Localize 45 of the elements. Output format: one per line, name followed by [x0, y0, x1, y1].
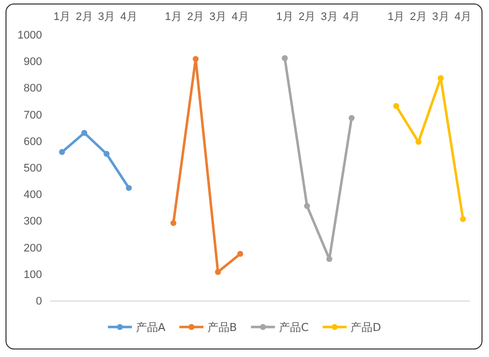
point — [59, 149, 65, 156]
point — [170, 220, 176, 226]
point — [126, 184, 132, 191]
x-tick-label: 1月 — [53, 11, 71, 23]
y-tick-label: 1000 — [18, 30, 42, 42]
point — [104, 150, 110, 157]
legend-label: 产品A — [136, 321, 166, 334]
x-tick-label: 4月 — [232, 11, 249, 23]
y-tick-label: 100 — [24, 268, 42, 281]
point — [282, 55, 288, 62]
x-tick-label: 4月 — [454, 11, 472, 23]
y-tick-label: 500 — [24, 162, 42, 175]
y-tick-label: 800 — [24, 82, 42, 95]
x-tick-label: 2月 — [76, 11, 93, 23]
y-tick-label: 0 — [36, 296, 42, 308]
y-tick-label: 700 — [24, 109, 42, 122]
y-tick-label: 900 — [24, 56, 42, 68]
point — [192, 56, 199, 62]
y-tick-label: 400 — [24, 189, 42, 202]
legend-label: 产品C — [278, 321, 309, 334]
x-tick-label: 3月 — [98, 11, 116, 23]
y-tick-label: 200 — [24, 242, 42, 254]
legend-label: 产品B — [207, 321, 237, 334]
point — [81, 130, 88, 136]
y-tick-label: 600 — [24, 136, 42, 148]
point — [237, 250, 244, 257]
point — [304, 203, 310, 210]
x-tick-label: 2月 — [410, 11, 428, 23]
x-tick-label: 1月 — [164, 11, 182, 23]
x-tick-label: 4月 — [120, 11, 138, 23]
point — [348, 115, 355, 121]
x-tick-label: 3月 — [209, 11, 227, 23]
x-tick-label: 3月 — [320, 11, 338, 23]
x-tick-label: 4月 — [343, 11, 360, 23]
point — [460, 216, 466, 222]
y-tick-label: 300 — [24, 216, 42, 228]
point — [393, 103, 400, 109]
x-tick-label: 1月 — [276, 11, 294, 23]
x-tick-label: 1月 — [388, 11, 405, 23]
x-tick-label: 3月 — [432, 11, 450, 23]
x-tick-label: 2月 — [298, 11, 316, 23]
x-tick-label: 2月 — [187, 11, 204, 23]
point — [438, 75, 444, 82]
point — [214, 269, 221, 275]
legend-label: 产品D — [350, 321, 382, 334]
